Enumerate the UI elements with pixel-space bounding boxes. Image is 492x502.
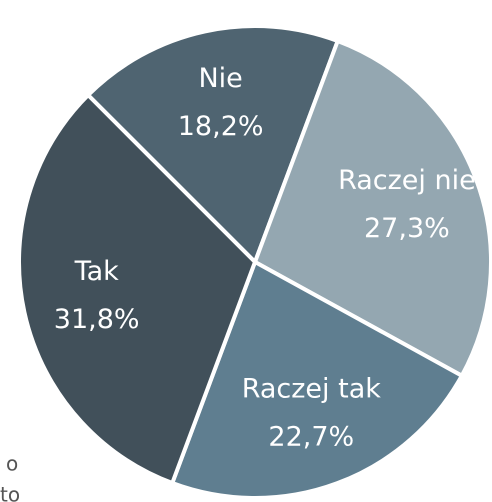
text-fragment: o bbox=[6, 452, 18, 476]
slice-label: Tak bbox=[74, 256, 120, 287]
slice-value: 27,3% bbox=[364, 213, 450, 244]
text-fragment: to bbox=[0, 483, 20, 502]
slice-value: 22,7% bbox=[268, 421, 354, 452]
slice-label: Nie bbox=[198, 63, 242, 94]
slice-label: Raczej nie bbox=[338, 165, 476, 196]
pie-slice bbox=[252, 38, 492, 379]
pie-slice bbox=[17, 92, 258, 486]
slice-value: 31,8% bbox=[54, 304, 140, 335]
pie-slice bbox=[169, 259, 465, 500]
slice-label: Raczej tak bbox=[242, 373, 382, 404]
slice-value: 18,2% bbox=[178, 111, 264, 142]
